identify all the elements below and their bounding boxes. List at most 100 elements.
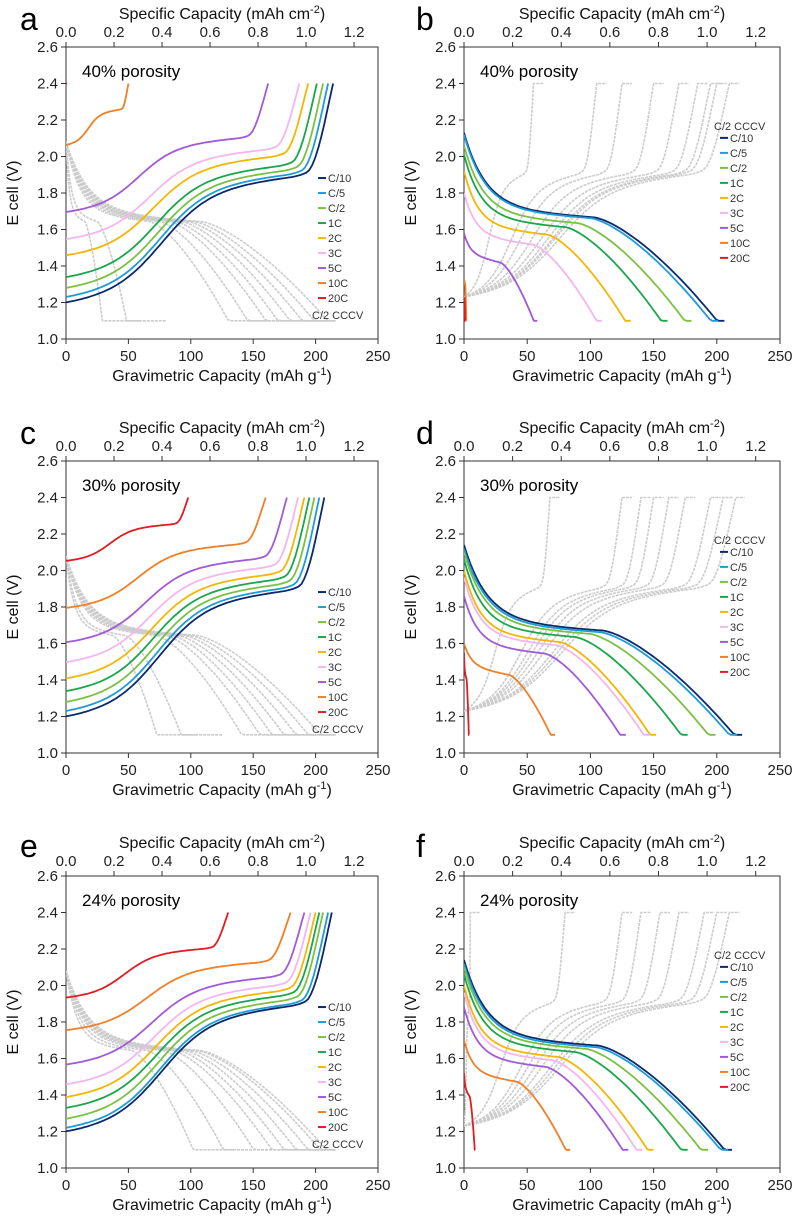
series-line-20C <box>66 912 230 999</box>
cccv-curve <box>464 911 633 1127</box>
x2-tick-label: 0.4 <box>551 853 572 870</box>
series-line-C-10 <box>66 83 334 304</box>
cccv-curve <box>66 141 336 322</box>
legend-entry: C/5 <box>328 1017 345 1029</box>
porosity-label: 30% porosity <box>82 476 181 495</box>
series-line-C-5 <box>66 83 329 298</box>
series-line-1C <box>464 559 688 736</box>
y-tick-label: 1.4 <box>435 1087 456 1104</box>
x-tick-label: 100 <box>578 1177 603 1194</box>
cccv-curve <box>464 911 689 1127</box>
series-line-20C <box>66 497 190 562</box>
legend-cccv-label: C/2 CCCV <box>312 724 364 736</box>
series-line-C-10 <box>464 959 732 1151</box>
cccv-curve <box>66 970 336 1151</box>
x-axis-title: Gravimetric Capacity (mAh g-1) <box>112 780 332 799</box>
legend-entry: 5C <box>328 263 342 275</box>
x-tick-label: 150 <box>241 348 266 365</box>
y-axis-title: E cell (V) <box>403 990 420 1055</box>
y-tick-label: 2.2 <box>37 112 58 129</box>
series-group <box>464 959 732 1151</box>
series-line-C-5 <box>464 963 729 1151</box>
x-tick-label: 250 <box>767 348 792 365</box>
x2-tick-label: 0.0 <box>56 438 77 455</box>
series-line-20C <box>464 296 466 322</box>
cccv-curve <box>464 496 745 712</box>
series-line-3C <box>464 992 643 1151</box>
y-tick-label: 2.4 <box>435 905 456 922</box>
y-tick-label: 1.8 <box>37 599 58 616</box>
y-tick-label: 1.0 <box>37 1160 58 1177</box>
cccv-curve <box>464 82 740 298</box>
cccv-curve <box>66 141 166 322</box>
x-tick-label: 0 <box>460 762 468 779</box>
cccv-curve <box>464 82 689 298</box>
y-tick-label: 1.0 <box>435 331 456 348</box>
x-axis-title: Gravimetric Capacity (mAh g-1) <box>112 1195 332 1214</box>
y-tick-label: 1.6 <box>37 636 58 653</box>
y-tick-label: 1.2 <box>435 295 456 312</box>
legend-entry: 1C <box>730 592 744 604</box>
y-tick-label: 2.6 <box>435 453 456 470</box>
panel-letter: b <box>416 1 434 37</box>
x2-tick-label: 1.0 <box>697 853 718 870</box>
x2-tick-label: 1.0 <box>296 24 317 41</box>
x-tick-label: 150 <box>641 762 666 779</box>
series-line-10C <box>66 912 292 1031</box>
y-tick-label: 1.8 <box>435 1014 456 1031</box>
x2-tick-label: 0.2 <box>104 853 125 870</box>
panel-f: 0 50 100 150 200 250 0.0 0.2 0.4 0.6 0.8 1.0 1.2 1.0 1… <box>403 828 793 1214</box>
series-line-C-5 <box>66 912 329 1129</box>
cccv-curve <box>464 82 727 298</box>
legend-entry: C/10 <box>730 547 753 559</box>
x-tick-label: 250 <box>365 762 390 779</box>
legend-entry: 20C <box>730 667 750 679</box>
legend-entry: C/2 <box>328 203 345 215</box>
legend-entry: 1C <box>328 632 342 644</box>
series-line-C-2 <box>66 497 316 703</box>
x2-tick-label: 0.2 <box>502 24 523 41</box>
legend-entry: 10C <box>730 238 750 250</box>
legend-entry: C/2 <box>328 1032 345 1044</box>
x-tick-label: 50 <box>120 348 137 365</box>
y-tick-label: 1.8 <box>37 185 58 202</box>
x2-tick-label: 0.0 <box>56 24 77 41</box>
legend-entry: 3C <box>730 208 744 220</box>
series-line-5C <box>66 912 306 1066</box>
y-tick-label: 1.6 <box>37 222 58 239</box>
y-tick-label: 2.4 <box>435 76 456 93</box>
cccv-curve <box>66 970 329 1151</box>
legend-entry: 2C <box>328 233 342 245</box>
cccv-curve <box>464 496 679 712</box>
y-tick-label: 1.6 <box>435 222 456 239</box>
legend: C/10 C/5 C/2 1C 2C 3C 5C 10C 20C C/2 CCCV <box>312 1002 364 1151</box>
x2-axis-title: Specific Capacity (mAh cm-2) <box>519 4 725 23</box>
x2-axis-title: Specific Capacity (mAh cm-2) <box>519 418 725 437</box>
legend-entry: 2C <box>730 607 744 619</box>
cccv-curve <box>464 82 708 298</box>
x-tick-label: 0 <box>460 348 468 365</box>
series-line-1C <box>66 912 321 1109</box>
legend-entry: 5C <box>328 677 342 689</box>
x2-tick-label: 0.8 <box>248 853 269 870</box>
legend-entry: 10C <box>730 1067 750 1079</box>
panel-c: 0 50 100 150 200 250 0.0 0.2 0.4 0.6 0.8 1.0 1.2 1.0 1… <box>5 415 391 799</box>
cccv-curve <box>66 555 197 736</box>
series-line-C-10 <box>66 912 333 1133</box>
cccv-curve <box>66 555 336 736</box>
series-line-C-10 <box>464 132 725 322</box>
legend-entry: 10C <box>730 652 750 664</box>
y-tick-label: 2.0 <box>435 563 456 580</box>
legend-entry: 3C <box>328 248 342 260</box>
series-line-10C <box>464 1040 571 1151</box>
series-line-1C <box>464 154 668 322</box>
series-line-3C <box>464 577 650 736</box>
y-tick-label: 2.0 <box>37 563 58 580</box>
legend-entry: 10C <box>328 692 348 704</box>
x-tick-label: 50 <box>519 762 536 779</box>
y-tick-label: 2.0 <box>37 978 58 995</box>
x-tick-label: 100 <box>178 348 203 365</box>
cccv-curve <box>464 911 715 1127</box>
